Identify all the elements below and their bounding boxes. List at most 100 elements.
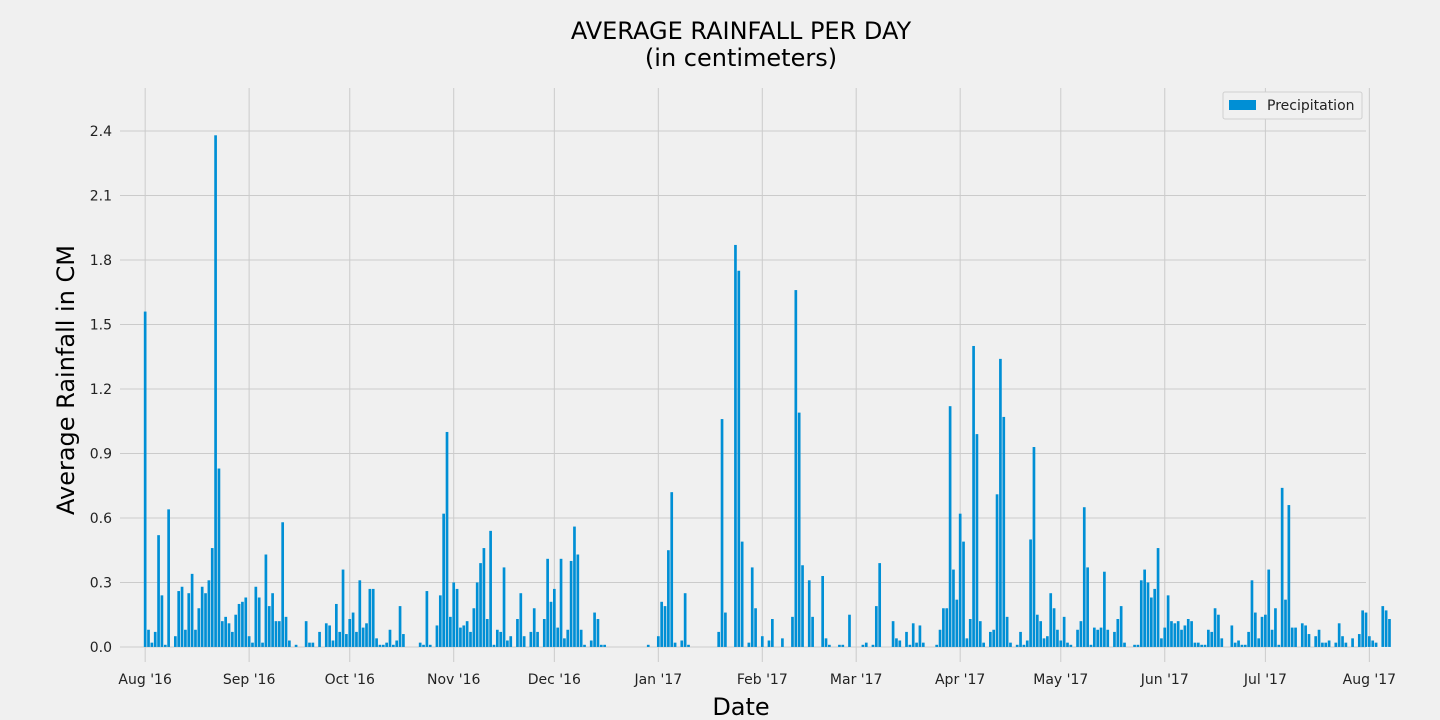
precipitation-bar xyxy=(1385,610,1388,647)
legend: Precipitation xyxy=(1223,92,1362,119)
precipitation-bar xyxy=(382,645,385,647)
precipitation-bar xyxy=(1247,632,1250,647)
precipitation-bar xyxy=(499,632,502,647)
y-tick-label: 1.8 xyxy=(90,253,112,269)
precipitation-bar xyxy=(442,514,445,647)
precipitation-bar xyxy=(875,606,878,647)
precipitation-bar xyxy=(1093,628,1096,647)
precipitation-bar xyxy=(570,561,573,647)
precipitation-bar xyxy=(1301,623,1304,647)
precipitation-bar xyxy=(566,630,569,647)
precipitation-bar xyxy=(865,643,868,647)
precipitation-bar xyxy=(332,641,335,647)
precipitation-bar xyxy=(1049,593,1052,647)
precipitation-bar xyxy=(1063,617,1066,647)
precipitation-bar xyxy=(167,509,170,647)
precipitation-bar xyxy=(1056,630,1059,647)
precipitation-bar xyxy=(989,632,992,647)
precipitation-bar xyxy=(1009,643,1012,647)
precipitation-bar xyxy=(154,632,157,647)
precipitation-bar xyxy=(208,580,211,647)
precipitation-bar xyxy=(1019,632,1022,647)
precipitation-bar xyxy=(261,643,264,647)
precipitation-bar xyxy=(174,636,177,647)
precipitation-bar xyxy=(181,587,184,647)
precipitation-bar xyxy=(241,602,244,647)
precipitation-bar xyxy=(1200,645,1203,647)
precipitation-bar xyxy=(781,638,784,647)
precipitation-bar xyxy=(1046,636,1049,647)
grid-lines xyxy=(120,88,1369,662)
precipitation-bar xyxy=(734,245,737,647)
precipitation-bar xyxy=(335,604,338,647)
x-tick-label: Aug '16 xyxy=(118,672,172,688)
precipitation-bar xyxy=(231,632,234,647)
precipitation-bar xyxy=(312,643,315,647)
precipitation-bar xyxy=(1059,641,1062,647)
precipitation-bar xyxy=(560,559,563,647)
precipitation-bar xyxy=(647,645,650,647)
precipitation-bar xyxy=(342,570,345,647)
x-tick-label: Feb '17 xyxy=(737,672,788,688)
precipitation-bar xyxy=(1194,643,1197,647)
precipitation-bar xyxy=(1351,638,1354,647)
y-axis-label: Average Rainfall in CM xyxy=(52,245,80,515)
legend-label: Precipitation xyxy=(1267,98,1355,114)
x-tick-label: Sep '16 xyxy=(223,672,276,688)
x-tick-label: Mar '17 xyxy=(830,672,883,688)
precipitation-bar xyxy=(1304,625,1307,646)
precipitation-bar xyxy=(597,619,600,647)
chart-title: AVERAGE RAINFALL PER DAY xyxy=(571,17,912,45)
precipitation-bar xyxy=(680,641,683,647)
y-tick-label: 0.9 xyxy=(90,446,112,462)
precipitation-bar xyxy=(355,632,358,647)
precipitation-bar xyxy=(670,492,673,647)
precipitation-bar xyxy=(952,570,955,647)
precipitation-bar xyxy=(285,617,288,647)
precipitation-bar xyxy=(825,638,828,647)
precipitation-bar xyxy=(365,623,368,647)
precipitation-bar xyxy=(523,636,526,647)
precipitation-bar xyxy=(919,625,922,646)
precipitation-bar xyxy=(503,567,506,647)
precipitation-bar xyxy=(1066,643,1069,647)
precipitation-bar xyxy=(1321,643,1324,647)
precipitation-bar xyxy=(1083,507,1086,647)
precipitation-bar xyxy=(550,602,553,647)
x-tick-label: Nov '16 xyxy=(427,672,481,688)
precipitation-bar xyxy=(1237,641,1240,647)
precipitation-bar xyxy=(741,542,744,647)
precipitation-bar xyxy=(325,623,328,647)
precipitation-bar xyxy=(1254,613,1257,647)
precipitation-bar xyxy=(486,619,489,647)
precipitation-bar xyxy=(1365,613,1368,647)
precipitation-bar xyxy=(1388,619,1391,647)
precipitation-bar xyxy=(402,634,405,647)
precipitation-bar xyxy=(352,613,355,647)
precipitation-bar xyxy=(1361,610,1364,647)
precipitation-bar xyxy=(1241,645,1244,647)
precipitation-bar xyxy=(177,591,180,647)
precipitation-bar xyxy=(821,576,824,647)
precipitation-bar xyxy=(1338,623,1341,647)
precipitation-bar xyxy=(469,632,472,647)
precipitation-bar xyxy=(147,630,150,647)
precipitation-bar xyxy=(1358,634,1361,647)
precipitation-bar xyxy=(895,638,898,647)
precipitation-bar xyxy=(459,628,462,647)
precipitation-bar xyxy=(238,604,241,647)
precipitation-bar xyxy=(828,645,831,647)
precipitation-bar xyxy=(318,632,321,647)
x-tick-label: Jun '17 xyxy=(1140,672,1189,688)
precipitation-bar xyxy=(144,312,147,647)
precipitation-bar xyxy=(1029,539,1032,646)
precipitation-bar xyxy=(657,636,660,647)
precipitation-bar xyxy=(962,542,965,647)
precipitation-bar xyxy=(1328,641,1331,647)
precipitation-bar xyxy=(754,608,757,647)
precipitation-bar xyxy=(915,643,918,647)
precipitation-bar xyxy=(439,595,442,647)
precipitation-bar xyxy=(530,632,533,647)
precipitation-bar xyxy=(1197,643,1200,647)
precipitation-bar xyxy=(1096,630,1099,647)
